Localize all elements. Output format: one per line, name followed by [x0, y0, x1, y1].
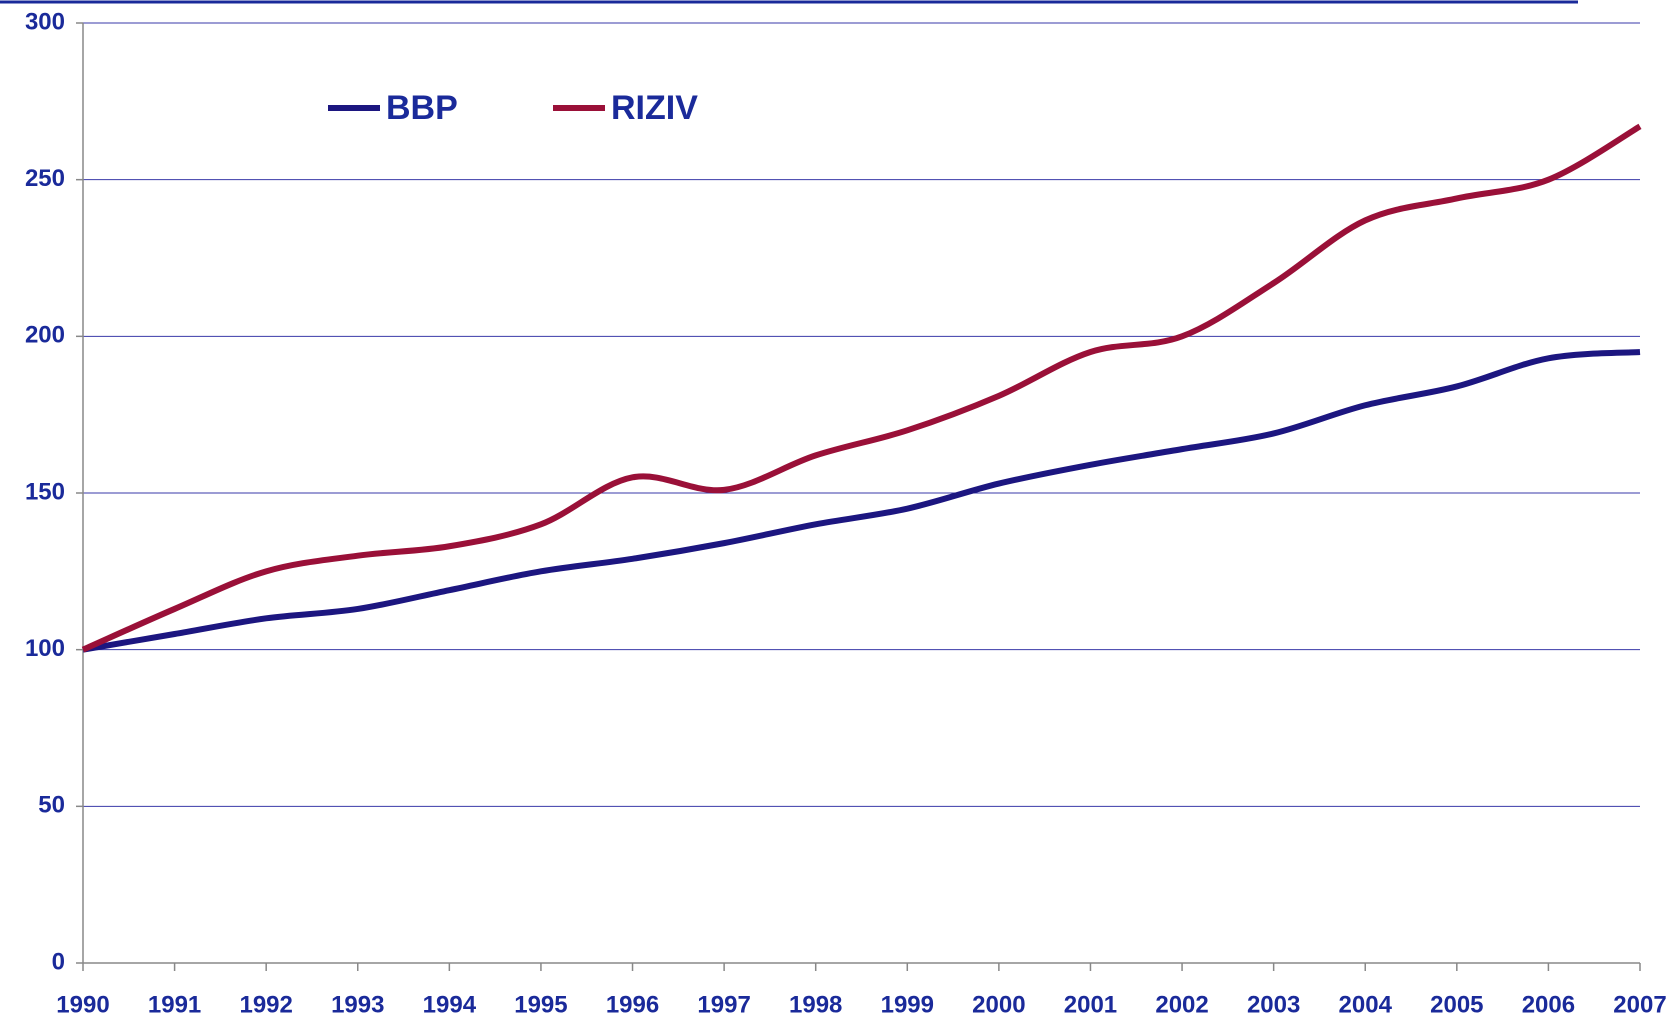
- x-tick-label: 2003: [1247, 991, 1300, 1018]
- x-tick-label: 2007: [1613, 991, 1666, 1018]
- y-tick-label: 150: [25, 478, 65, 505]
- x-tick-label: 1990: [56, 991, 109, 1018]
- x-tick-label: 2001: [1064, 991, 1117, 1018]
- x-tick-label: 2002: [1155, 991, 1208, 1018]
- y-tick-label: 50: [38, 792, 65, 819]
- x-tick-label: 1994: [423, 991, 477, 1018]
- x-tick-label: 1992: [239, 991, 292, 1018]
- x-tick-label: 1995: [514, 991, 567, 1018]
- legend-label: RIZIV: [611, 89, 698, 127]
- x-tick-label: 1999: [881, 991, 934, 1018]
- y-tick-label: 200: [25, 322, 65, 349]
- x-tick-label: 1998: [789, 991, 842, 1018]
- series-line: [82, 349, 1641, 653]
- legend-label: BBP: [386, 89, 458, 127]
- y-tick-label: 100: [25, 635, 65, 662]
- x-tick-label: 1996: [606, 991, 659, 1018]
- x-tick-label: 1991: [148, 991, 201, 1018]
- x-tick-label: 2005: [1430, 991, 1483, 1018]
- x-tick-label: 1993: [331, 991, 384, 1018]
- y-tick-label: 300: [25, 8, 65, 35]
- y-tick-label: 250: [25, 165, 65, 192]
- series-line: [81, 123, 1642, 653]
- x-tick-label: 2006: [1522, 991, 1575, 1018]
- x-tick-label: 1997: [697, 991, 750, 1018]
- x-tick-label: 2000: [972, 991, 1025, 1018]
- x-tick-label: 2004: [1339, 991, 1393, 1018]
- y-tick-label: 0: [52, 948, 65, 975]
